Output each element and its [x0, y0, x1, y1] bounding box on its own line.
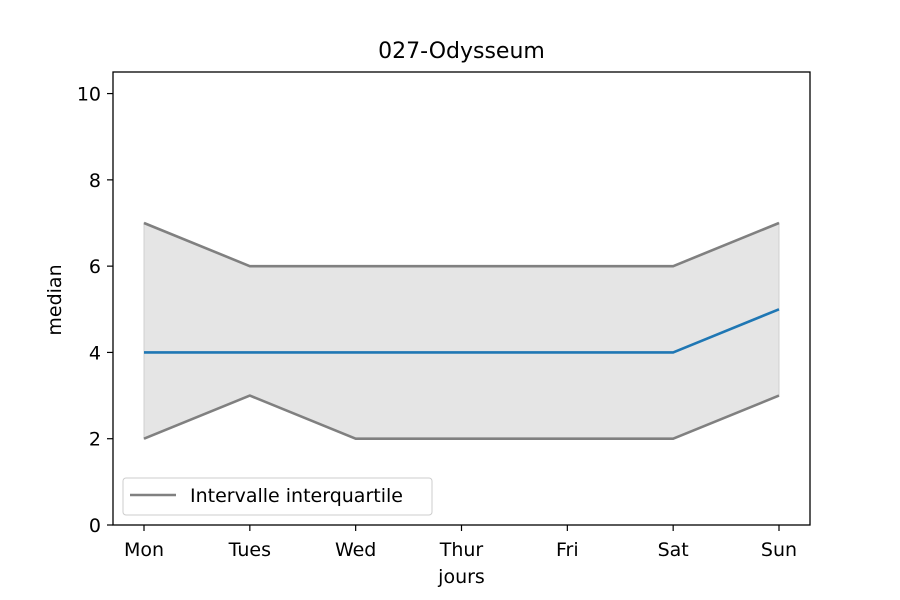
y-axis: 0 2 4 6 8 10 — [77, 84, 113, 537]
x-tick-label: Sun — [761, 539, 797, 561]
y-tick-label: 4 — [89, 342, 101, 364]
y-tick-label: 6 — [89, 256, 101, 278]
x-tick-label: Sat — [658, 539, 689, 561]
legend: Intervalle interquartile — [122, 477, 433, 516]
x-tick-label: Wed — [335, 539, 376, 561]
q3-line — [143, 221, 780, 268]
legend-box — [122, 477, 433, 516]
legend-label-interquartile: Intervalle interquartile — [190, 485, 403, 507]
median-line — [144, 308, 780, 354]
y-axis-label: median — [44, 264, 66, 335]
y-tick-label: 2 — [89, 429, 101, 451]
x-tick-label: Mon — [124, 539, 164, 561]
x-tick-label: Tues — [228, 539, 271, 561]
y-tick-label: 10 — [77, 84, 101, 106]
y-tick-label: 8 — [89, 170, 101, 192]
x-axis-label: jours — [437, 566, 485, 588]
q1-line — [143, 394, 780, 441]
plot-area — [143, 221, 780, 441]
y-tick-label: 0 — [89, 515, 101, 537]
x-tick-label: Thur — [439, 539, 484, 561]
x-tick-label: Fri — [556, 539, 579, 561]
x-axis: Mon Tues Wed Thur Fri Sat Sun — [124, 525, 797, 561]
chart-title: 027-Odysseum — [378, 39, 545, 64]
